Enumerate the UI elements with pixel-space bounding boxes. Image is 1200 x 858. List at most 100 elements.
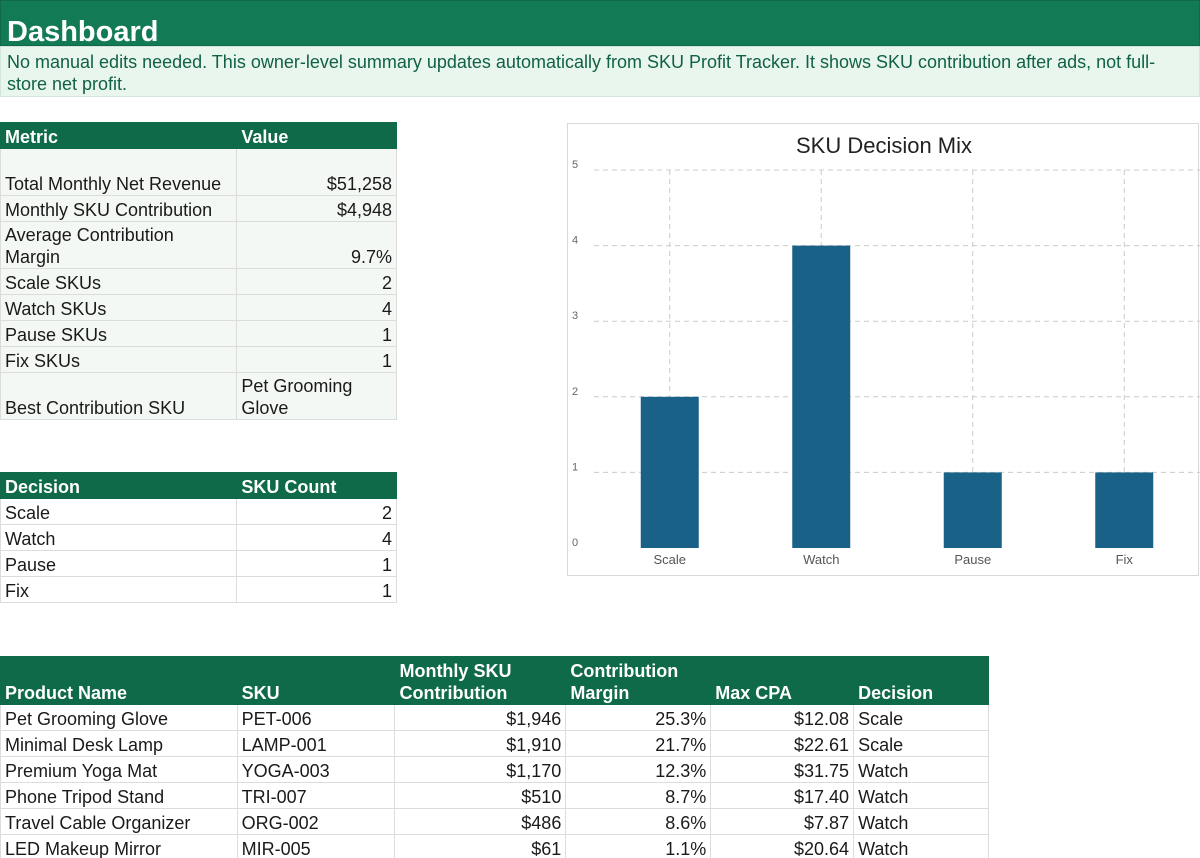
metric-value[interactable]: 9.7% <box>236 221 397 269</box>
metric-value[interactable]: 1 <box>236 346 397 373</box>
bar-scale[interactable] <box>640 396 699 548</box>
product-margin[interactable]: 25.3% <box>565 704 712 731</box>
product-margin[interactable]: 21.7% <box>565 730 712 757</box>
metric-row: Pause SKUs 1 <box>0 320 397 347</box>
table-row: LED Makeup Mirror MIR-005 $61 1.1% $20.6… <box>0 834 989 858</box>
metric-label[interactable]: Average Contribution Margin <box>0 221 238 269</box>
metric-label[interactable]: Scale SKUs <box>0 268 238 295</box>
product-margin[interactable]: 8.6% <box>565 808 712 835</box>
product-max-cpa[interactable]: $31.75 <box>710 756 855 783</box>
decision-mix-chart[interactable]: SKU Decision Mix 0 1 2 3 4 5 Scale Watch Pause Fi… <box>567 123 1200 576</box>
product-contribution[interactable]: $1,946 <box>394 704 567 731</box>
product-margin[interactable]: 8.7% <box>565 782 712 809</box>
title-bar: Dashboard <box>0 0 1200 48</box>
decision-count[interactable]: 4 <box>236 524 397 551</box>
contribution-header: Monthly SKU Contribution <box>394 656 567 705</box>
max-cpa-header: Max CPA <box>710 656 855 705</box>
product-name[interactable]: LED Makeup Mirror <box>0 834 238 858</box>
bar-pause[interactable] <box>943 472 1002 548</box>
product-decision[interactable]: Scale <box>853 704 989 731</box>
product-sku[interactable]: ORG-002 <box>236 808 396 835</box>
product-table: Product Name SKU Monthly SKU Contributio… <box>0 656 989 858</box>
table-row: Premium Yoga Mat YOGA-003 $1,170 12.3% $… <box>0 756 989 783</box>
sku-header: SKU <box>236 656 396 705</box>
product-decision[interactable]: Watch <box>853 808 989 835</box>
x-tick-label: Pause <box>954 552 991 567</box>
decision-header: Decision <box>0 472 238 499</box>
metric-row: Fix SKUs 1 <box>0 346 397 373</box>
metric-row: Watch SKUs 4 <box>0 294 397 321</box>
metric-value[interactable]: Pet Grooming Glove <box>236 372 397 420</box>
bar-watch[interactable] <box>792 245 851 548</box>
product-contribution[interactable]: $1,170 <box>394 756 567 783</box>
metric-row: Monthly SKU Contribution $4,948 <box>0 195 397 222</box>
product-name[interactable]: Minimal Desk Lamp <box>0 730 238 757</box>
product-max-cpa[interactable]: $12.08 <box>710 704 855 731</box>
y-tick-label: 1 <box>572 461 578 473</box>
product-contribution[interactable]: $61 <box>394 834 567 858</box>
product-margin[interactable]: 1.1% <box>565 834 712 858</box>
product-max-cpa[interactable]: $22.61 <box>710 730 855 757</box>
decision-row: Watch 4 <box>0 524 397 551</box>
metric-row: Average Contribution Margin 9.7% <box>0 221 397 269</box>
decision-count[interactable]: 1 <box>236 550 397 577</box>
x-tick-label: Watch <box>803 552 839 567</box>
product-sku[interactable]: MIR-005 <box>236 834 396 858</box>
chart-canvas: SKU Decision Mix 0 1 2 3 4 5 Scale Watch Pause Fi… <box>572 133 1200 567</box>
decision-table: Decision SKU Count Scale 2 Watch 4 Pause… <box>0 472 397 603</box>
product-max-cpa[interactable]: $17.40 <box>710 782 855 809</box>
product-decision[interactable]: Watch <box>853 834 989 858</box>
product-sku[interactable]: TRI-007 <box>236 782 396 809</box>
y-tick-label: 5 <box>572 159 578 171</box>
metric-label[interactable]: Best Contribution SKU <box>0 372 238 420</box>
metric-label[interactable]: Fix SKUs <box>0 346 238 373</box>
metric-label[interactable]: Watch SKUs <box>0 294 238 321</box>
product-max-cpa[interactable]: $20.64 <box>710 834 855 858</box>
decision-count[interactable]: 2 <box>236 498 397 525</box>
y-tick-label: 3 <box>572 310 578 322</box>
product-contribution[interactable]: $486 <box>394 808 567 835</box>
metric-value[interactable]: $51,258 <box>236 148 397 196</box>
decision-label[interactable]: Pause <box>0 550 238 577</box>
decision-label[interactable]: Scale <box>0 498 238 525</box>
product-decision[interactable]: Watch <box>853 782 989 809</box>
decision-row: Scale 2 <box>0 498 397 525</box>
product-sku[interactable]: PET-006 <box>236 704 396 731</box>
metric-label[interactable]: Total Monthly Net Revenue <box>0 148 238 196</box>
metric-label[interactable]: Pause SKUs <box>0 320 238 347</box>
product-name[interactable]: Premium Yoga Mat <box>0 756 238 783</box>
metric-header: Metric <box>0 122 238 149</box>
product-name[interactable]: Travel Cable Organizer <box>0 808 238 835</box>
metric-value[interactable]: 1 <box>236 320 397 347</box>
y-tick-label: 2 <box>572 386 578 398</box>
decision-label[interactable]: Watch <box>0 524 238 551</box>
metric-value[interactable]: 2 <box>236 268 397 295</box>
bar-fix[interactable] <box>1095 472 1154 548</box>
metric-label[interactable]: Monthly SKU Contribution <box>0 195 238 222</box>
product-decision[interactable]: Scale <box>853 730 989 757</box>
margin-header: Contribution Margin <box>565 656 712 705</box>
chart-title: SKU Decision Mix <box>796 133 972 158</box>
product-name[interactable]: Pet Grooming Glove <box>0 704 238 731</box>
product-max-cpa[interactable]: $7.87 <box>710 808 855 835</box>
metric-value[interactable]: 4 <box>236 294 397 321</box>
product-decision[interactable]: Watch <box>853 756 989 783</box>
product-contribution[interactable]: $510 <box>394 782 567 809</box>
product-sku[interactable]: YOGA-003 <box>236 756 396 783</box>
decision-row: Pause 1 <box>0 550 397 577</box>
y-tick-label: 0 <box>572 537 578 549</box>
decision-row: Fix 1 <box>0 576 397 603</box>
product-name[interactable]: Phone Tripod Stand <box>0 782 238 809</box>
product-contribution[interactable]: $1,910 <box>394 730 567 757</box>
sku-count-header: SKU Count <box>236 472 397 499</box>
decision-count[interactable]: 1 <box>236 576 397 603</box>
product-decision-header: Decision <box>853 656 989 705</box>
metric-table: Metric Value Total Monthly Net Revenue $… <box>0 122 397 420</box>
x-tick-label: Fix <box>1116 552 1134 567</box>
product-sku[interactable]: LAMP-001 <box>236 730 396 757</box>
decision-label[interactable]: Fix <box>0 576 238 603</box>
table-row: Minimal Desk Lamp LAMP-001 $1,910 21.7% … <box>0 730 989 757</box>
metric-row: Scale SKUs 2 <box>0 268 397 295</box>
metric-value[interactable]: $4,948 <box>236 195 397 222</box>
product-margin[interactable]: 12.3% <box>565 756 712 783</box>
